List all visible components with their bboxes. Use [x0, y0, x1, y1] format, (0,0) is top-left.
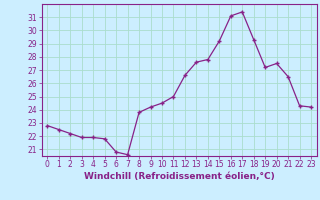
- X-axis label: Windchill (Refroidissement éolien,°C): Windchill (Refroidissement éolien,°C): [84, 172, 275, 181]
